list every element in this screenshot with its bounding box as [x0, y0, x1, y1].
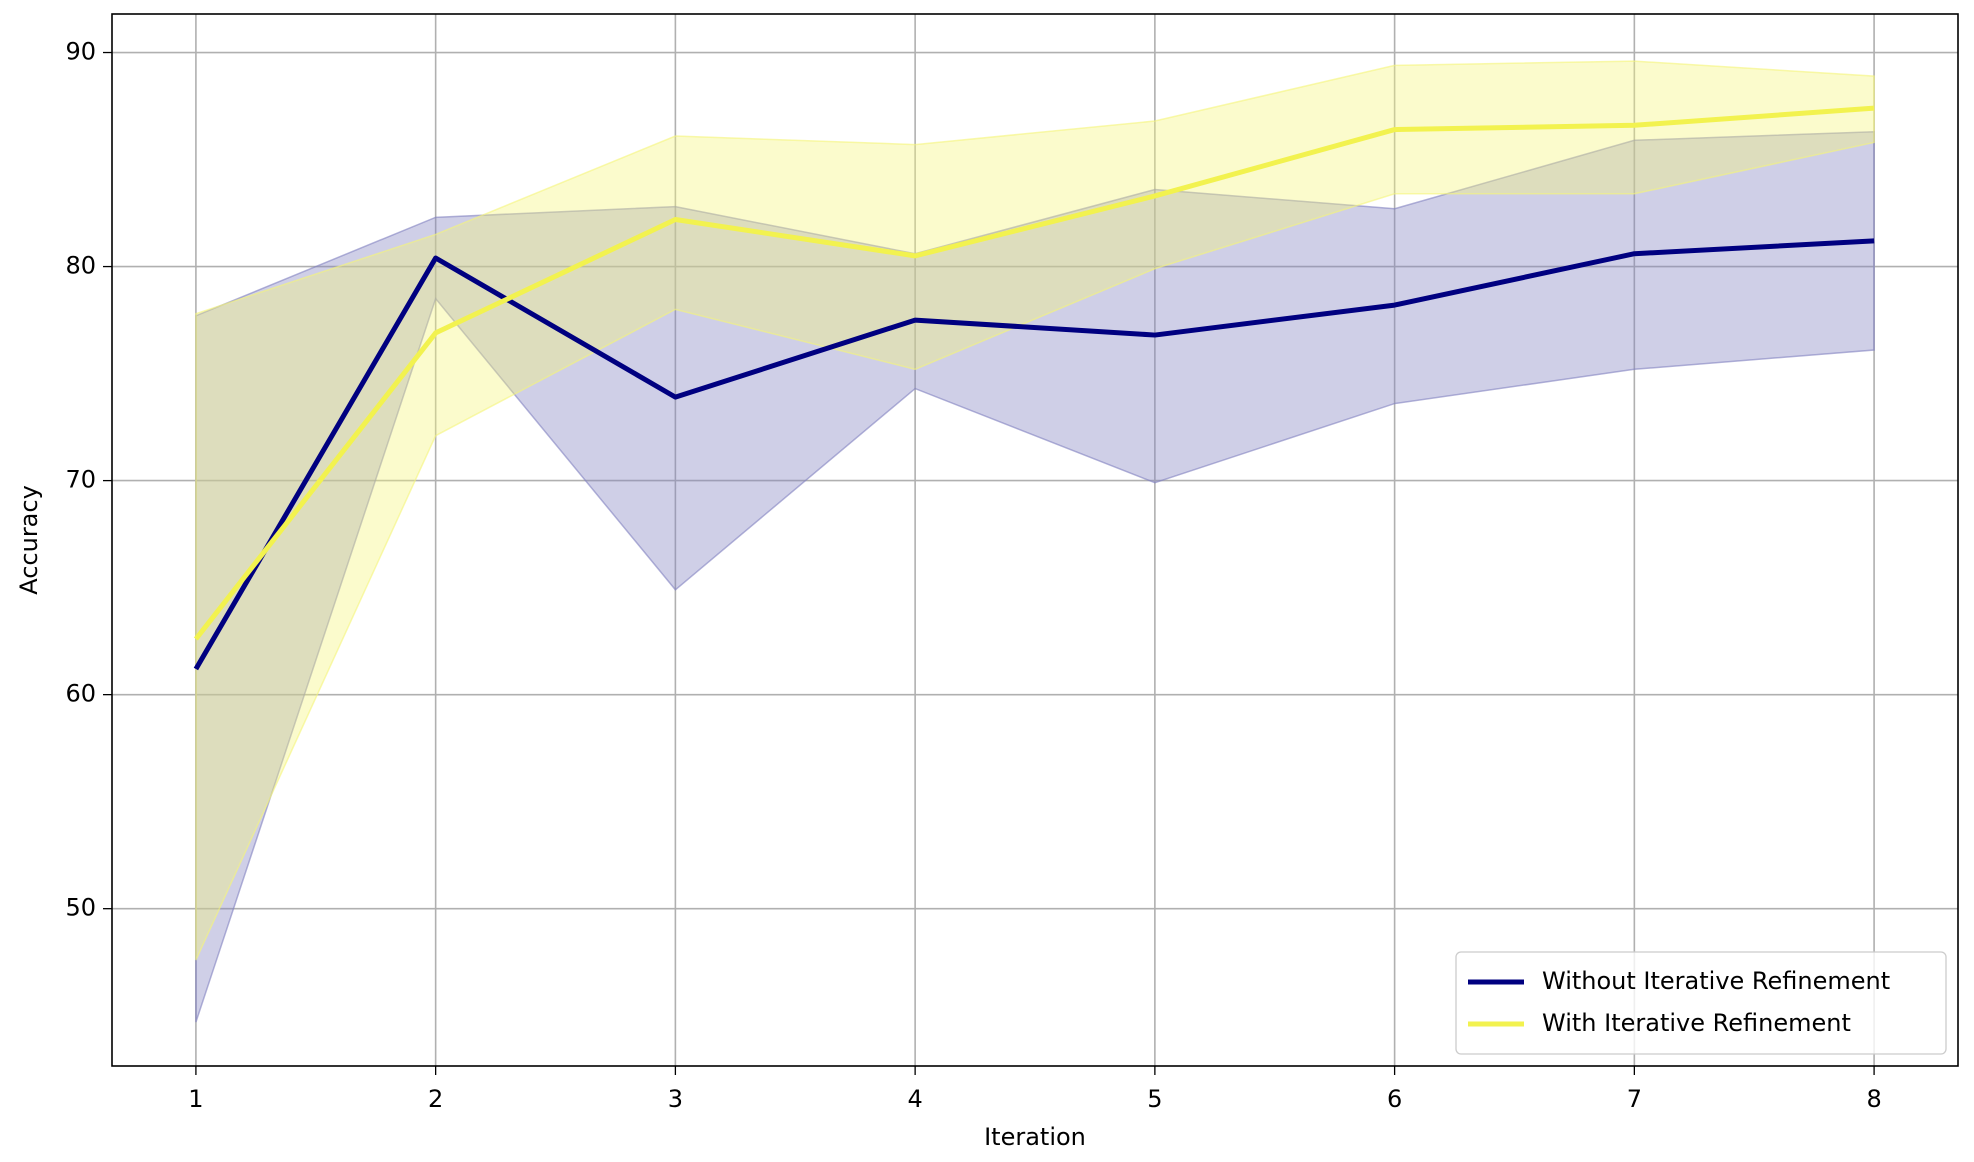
legend-label: With Iterative Refinement	[1542, 1009, 1851, 1037]
y-tick-label: 80	[65, 252, 96, 280]
x-tick-label: 4	[907, 1085, 922, 1113]
y-tick-label: 50	[65, 894, 96, 922]
y-axis-label: Accuracy	[15, 485, 43, 595]
x-axis-label: Iteration	[984, 1123, 1086, 1151]
confidence-band	[195, 130, 1875, 1023]
x-tick-label: 3	[668, 1085, 683, 1113]
x-tick-label: 8	[1866, 1085, 1881, 1113]
x-tick-label: 5	[1147, 1085, 1162, 1113]
legend-box	[1455, 951, 1947, 1055]
y-tick-label: 90	[65, 38, 96, 66]
x-tick-label: 6	[1387, 1085, 1402, 1113]
series-line	[193, 238, 1875, 671]
legend: Without Iterative Refinement With Iterati…	[1455, 951, 1947, 1055]
series-line	[193, 105, 1875, 641]
x-tick-label: 2	[428, 1085, 443, 1113]
y-tick-label: 70	[65, 466, 96, 494]
plot-frame	[111, 13, 1959, 1067]
legend-label: Without Iterative Refinement	[1542, 967, 1890, 995]
x-tick-label: 7	[1627, 1085, 1642, 1113]
y-tick-label: 60	[65, 680, 96, 708]
x-tick-label: 1	[188, 1085, 203, 1113]
